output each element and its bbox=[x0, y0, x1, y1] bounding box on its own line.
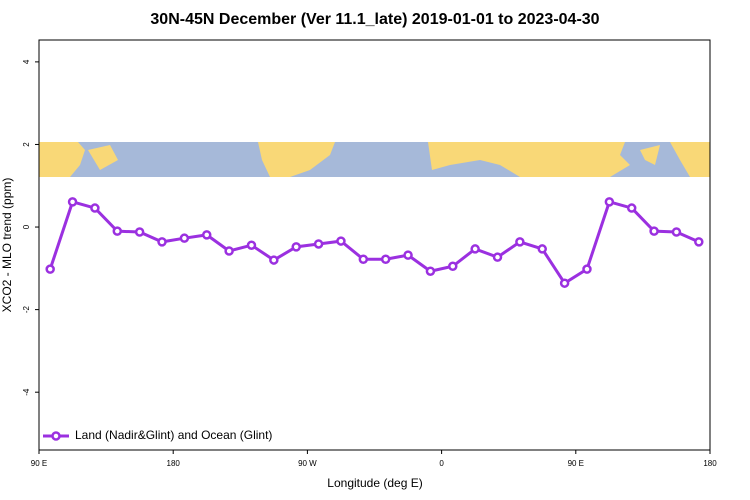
y-tick-label: -4 bbox=[22, 388, 31, 396]
point bbox=[470, 244, 480, 254]
y-tick-label: -2 bbox=[22, 306, 31, 314]
point bbox=[179, 233, 190, 243]
plot-frame bbox=[38, 39, 711, 451]
x-tick-label: 0 bbox=[439, 459, 444, 468]
legend-label: Land (Nadir&Glint) and Ocean (Glint) bbox=[75, 428, 272, 442]
point bbox=[626, 203, 637, 213]
point bbox=[694, 237, 704, 247]
point bbox=[112, 226, 123, 236]
point bbox=[358, 254, 369, 264]
point bbox=[67, 197, 78, 207]
point bbox=[492, 252, 503, 262]
point bbox=[515, 237, 525, 247]
line bbox=[48, 200, 700, 286]
point bbox=[403, 250, 413, 260]
point bbox=[90, 203, 100, 213]
point bbox=[380, 254, 391, 264]
map-strip bbox=[39, 142, 710, 177]
point bbox=[336, 236, 346, 246]
y-tick-label: 2 bbox=[22, 142, 31, 147]
point bbox=[537, 244, 547, 254]
point bbox=[202, 230, 212, 240]
point bbox=[269, 255, 279, 265]
x-axis-label: Longitude (deg E) bbox=[327, 476, 422, 490]
x-tick-label: 90 W bbox=[298, 459, 317, 468]
x-tick-label: 180 bbox=[703, 459, 717, 468]
point bbox=[604, 197, 615, 207]
point bbox=[45, 264, 55, 274]
point bbox=[425, 266, 436, 276]
y-tick-label: 0 bbox=[22, 224, 31, 229]
point bbox=[649, 226, 659, 236]
point bbox=[134, 227, 145, 237]
point bbox=[246, 240, 257, 250]
point bbox=[291, 242, 301, 252]
point bbox=[313, 239, 324, 249]
point bbox=[224, 246, 234, 256]
legend-marker bbox=[51, 431, 61, 441]
point bbox=[582, 264, 592, 274]
y-tick-label: 4 bbox=[22, 59, 31, 64]
x-tick-label: 180 bbox=[167, 459, 181, 468]
point bbox=[559, 278, 570, 288]
y-axis-label: XCO2 - MLO trend (ppm) bbox=[0, 178, 14, 313]
x-tick-label: 90 E bbox=[31, 459, 47, 468]
chart-title: 30N-45N December (Ver 11.1_late) 2019-01… bbox=[150, 11, 599, 28]
point bbox=[671, 227, 682, 237]
x-tick-label: 90 E bbox=[568, 459, 584, 468]
point bbox=[448, 261, 458, 272]
point bbox=[157, 237, 167, 247]
